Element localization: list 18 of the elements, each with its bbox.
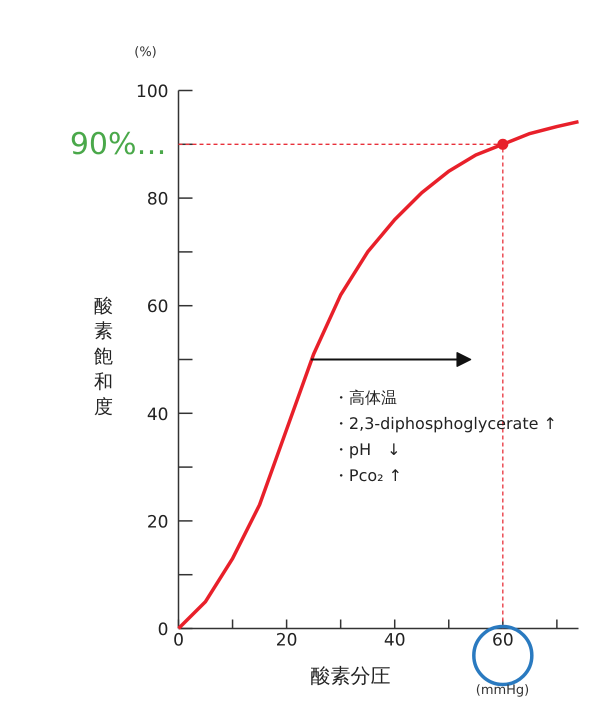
y-tick-label: 80 <box>146 190 169 210</box>
ref-line-label: 90%… <box>70 126 167 162</box>
x-tick-label: 40 <box>384 630 406 650</box>
text: (%) <box>134 45 157 60</box>
text: (mmHg) <box>476 683 530 698</box>
y-tick-label: 60 <box>146 297 169 318</box>
y-tick-label: 100 <box>136 82 169 102</box>
x-axis-title: 酸素分圧 <box>310 664 390 688</box>
y-tick-label: 40 <box>146 404 169 425</box>
x-tick-label: 20 <box>276 630 298 650</box>
annotation: ・2,3-diphosphoglycerate ↑ <box>332 414 557 433</box>
x-tick-label: 60 <box>492 630 514 650</box>
annotation: ・高体温 <box>332 388 397 407</box>
y-axis-title: 酸素飽和度 <box>94 294 113 418</box>
x-tick-label: 0 <box>173 630 184 650</box>
annotation: ・Pco₂ ↑ <box>332 466 402 485</box>
y-tick-label: 20 <box>146 512 169 532</box>
annotation: ・pH ↓ <box>332 440 401 459</box>
